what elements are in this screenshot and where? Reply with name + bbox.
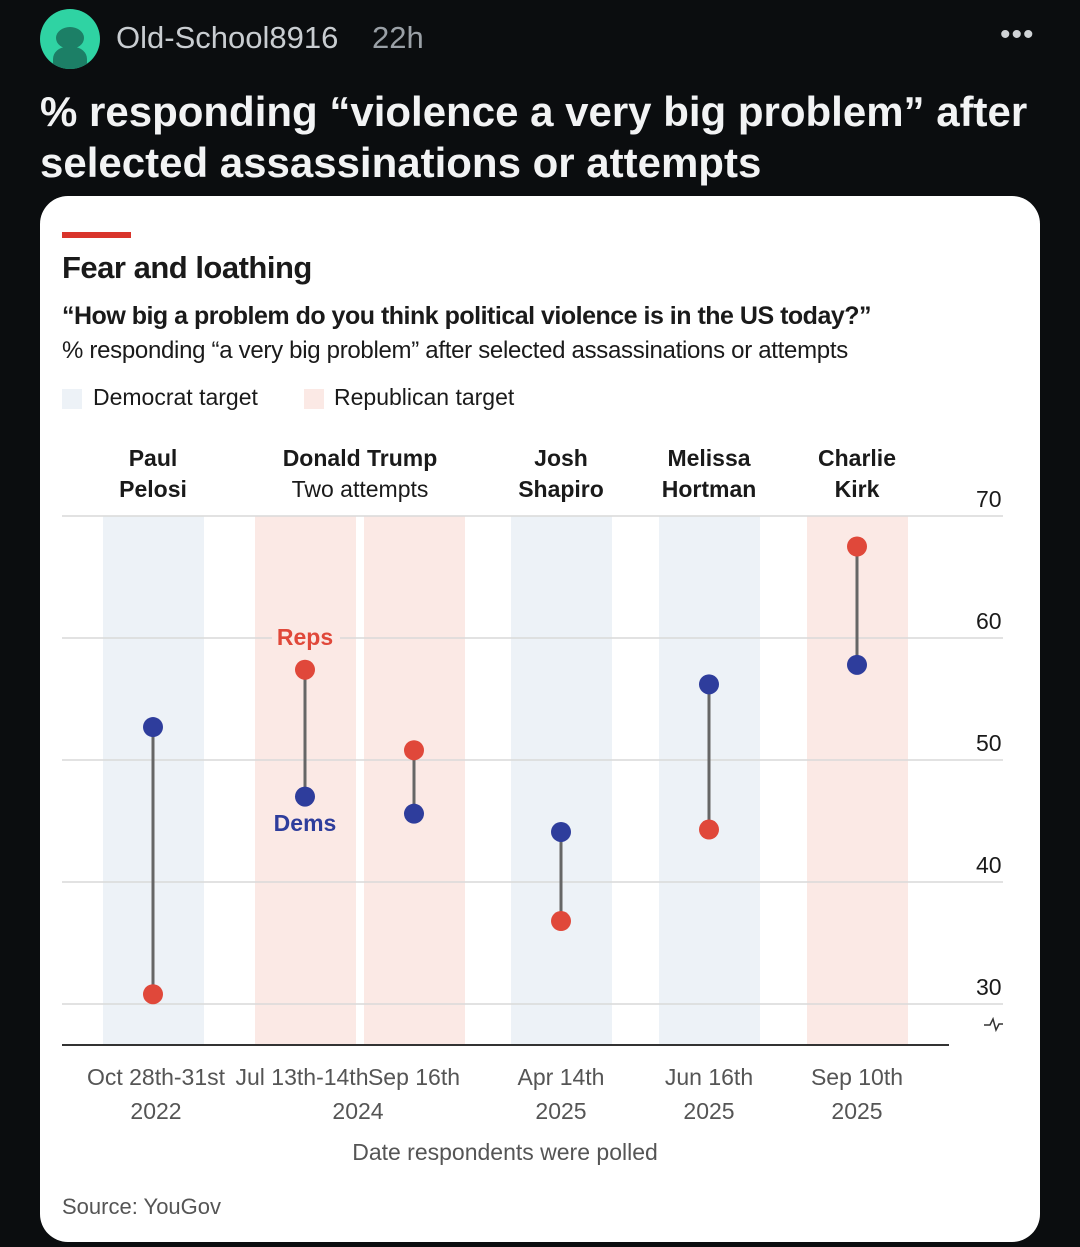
event-name: Paul [128, 445, 178, 471]
legend-label-dem: Democrat target [93, 384, 258, 410]
x-tick-year: 2025 [535, 1098, 587, 1124]
x-tick-date: Jul 13th-14th [235, 1064, 369, 1090]
reps-label: Reps [276, 624, 334, 650]
band-3 [511, 516, 612, 1045]
y-tick-label: 40 [976, 852, 1002, 878]
axis-break-icon [984, 1016, 1003, 1033]
event-name: Josh [534, 445, 588, 471]
legend-label-rep: Republican target [334, 384, 515, 410]
rep-point [551, 911, 571, 932]
event-name-line2: Kirk [834, 476, 880, 502]
y-tick-label: 60 [976, 608, 1002, 634]
dem-point [143, 717, 163, 738]
ellipsis-icon[interactable]: ••• [1000, 18, 1035, 51]
y-tick-label: 30 [976, 974, 1002, 1000]
legend-swatch-dem [62, 389, 82, 409]
x-tick-year: 2022 [130, 1098, 182, 1124]
dem-point [551, 821, 571, 842]
event-name: Charlie [818, 445, 896, 471]
dem-point [295, 786, 315, 807]
rep-point [699, 819, 719, 840]
x-tick-date: Sep 16th [367, 1064, 461, 1090]
x-tick-date: Jun 16th [664, 1064, 754, 1090]
y-tick-label: 50 [976, 730, 1002, 756]
event-name: Melissa [667, 445, 751, 471]
event-name-line2: Hortman [661, 476, 757, 502]
x-tick-year: 2025 [831, 1098, 883, 1124]
x-tick-date: Oct 28th-31st [86, 1064, 226, 1090]
x-tick-date: Apr 14th [517, 1064, 605, 1090]
event-name-line2: Two attempts [291, 476, 429, 502]
rep-point [295, 659, 315, 680]
event-name-line2: Pelosi [119, 476, 187, 502]
accent-bar [62, 232, 131, 238]
legend-swatch-rep [304, 389, 324, 409]
chart-subtitle2: % responding “a very big problem” after … [62, 337, 848, 364]
dem-point [699, 674, 719, 695]
rep-point [143, 984, 163, 1005]
rep-point [404, 740, 424, 761]
x-tick-year: 2024 [332, 1098, 384, 1124]
dem-point [404, 803, 424, 824]
x-tick-year: 2025 [683, 1098, 735, 1124]
source-note: Source: YouGov [62, 1194, 222, 1219]
reps-label-bg [272, 625, 340, 653]
rep-point [847, 536, 867, 557]
username[interactable]: Old-School8916 [116, 20, 339, 55]
dems-label: Dems [273, 810, 337, 836]
avatar[interactable] [40, 9, 100, 69]
y-tick-label: 70 [976, 486, 1002, 512]
x-axis-title: Date respondents were polled [352, 1139, 658, 1165]
event-name-line2: Shapiro [518, 476, 604, 502]
post-time: 22h [372, 20, 424, 55]
chart-subtitle: “How big a problem do you think politica… [62, 302, 872, 330]
post-title: % responding “violence a very big proble… [40, 88, 1028, 186]
event-name: Donald Trump [282, 445, 438, 471]
chart-title: Fear and loathing [62, 250, 312, 285]
x-tick-date: Sep 10th [810, 1064, 904, 1090]
dem-point [847, 654, 867, 675]
